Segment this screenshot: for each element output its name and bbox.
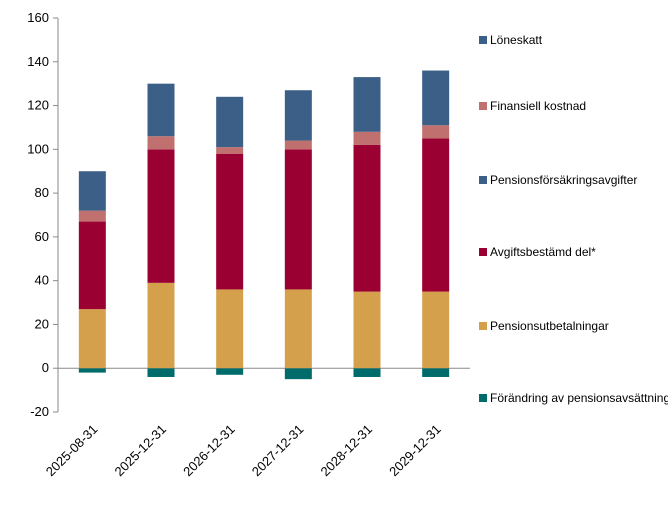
legend-swatch [479,176,487,184]
y-tick-label: 100 [27,141,49,156]
bar-segment [353,131,381,145]
bar-segment [78,368,106,373]
bar-segment [422,291,450,369]
bar-segment [147,368,175,377]
y-tick-label: 20 [35,316,49,331]
legend-label: Löneskatt [490,33,543,47]
y-tick-label: 140 [27,54,49,69]
x-tick-label: 2025-12-31 [111,422,169,480]
y-tick-label: -20 [30,404,49,419]
bar-segment [147,282,175,369]
bar-segment [147,136,175,150]
x-tick-label: 2029-12-31 [386,422,444,480]
bar-segment [216,289,244,369]
x-axis: 2025-08-31 2025-12-31 2026-12-31 2027-12-31… [43,422,444,480]
legend-swatch [479,36,487,44]
legend-label: Pensionsförsäkringsavgifter [490,173,637,187]
legend-label: Avgiftsbestämd del* [490,245,596,259]
y-tick-label: 80 [35,185,49,200]
legend-swatch [479,322,487,330]
bar-segment [353,291,381,369]
x-tick-label: 2027-12-31 [249,422,307,480]
y-tick-label: 120 [27,98,49,113]
bar-segment [147,149,175,283]
y-axis: -20 0 20 40 60 80 100 120 140 160 [27,10,470,419]
bar-segment [78,221,106,310]
bar-segment [353,144,381,292]
legend: Löneskatt Finansiell kostnad Pensionsförsä… [479,33,668,405]
y-tick-label: 40 [35,273,49,288]
bar-segment [78,171,106,211]
legend-swatch [479,394,487,402]
legend-label: Finansiell kostnad [490,99,586,113]
bar-segment [78,210,106,222]
bar-segment [284,289,312,369]
bar-segment [216,147,244,154]
bar-segment [353,77,381,132]
y-tick-label: 60 [35,229,49,244]
y-tick-label: 0 [42,360,49,375]
legend-label: Pensionsutbetalningar [490,319,609,333]
x-tick-label: 2028-12-31 [317,422,375,480]
bar-segment [284,149,312,290]
bar-segment [284,90,312,141]
bar-segment [78,309,106,369]
bar-segment [284,140,312,150]
bar-segment [284,368,312,380]
bar-segment [422,70,450,126]
x-tick-label: 2025-08-31 [43,422,101,480]
legend-swatch [479,248,487,256]
x-tick-label: 2026-12-31 [180,422,238,480]
bar-segment [216,153,244,290]
bar-segment [147,83,175,137]
y-tick-label: 160 [27,10,49,25]
bar-segment [353,368,381,377]
bar-segment [216,96,244,148]
bars [78,70,450,380]
bar-segment [422,125,450,139]
bar-segment [422,368,450,377]
bar-segment [216,368,244,375]
legend-label: Förändring av pensionsavsättning [490,391,668,405]
legend-swatch [479,102,487,110]
bar-segment [422,138,450,292]
